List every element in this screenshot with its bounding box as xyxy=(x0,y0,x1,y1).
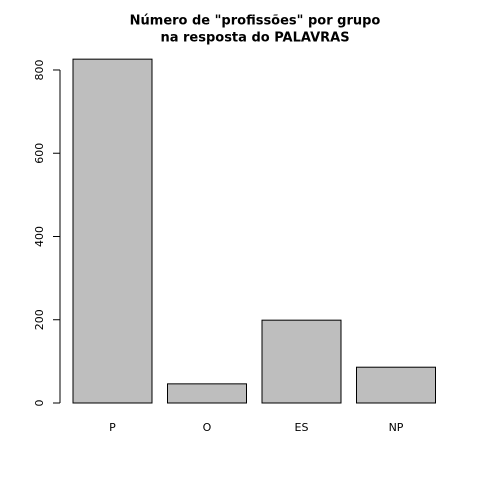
x-tick-label: P xyxy=(109,421,116,434)
chart-title: Número de "profissões" por grupo xyxy=(130,14,381,29)
x-tick-label: ES xyxy=(295,421,309,434)
y-tick-label: 800 xyxy=(33,59,46,80)
chart-title: na resposta do PALAVRAS xyxy=(160,31,349,46)
x-tick-label: O xyxy=(203,421,212,434)
y-tick-label: 600 xyxy=(33,143,46,164)
y-tick-label: 400 xyxy=(33,226,46,247)
y-tick-label: 0 xyxy=(33,400,46,407)
bar xyxy=(261,319,342,404)
x-tick-label: NP xyxy=(389,421,404,434)
bar xyxy=(167,383,247,404)
y-tick-label: 200 xyxy=(33,309,46,330)
bar xyxy=(72,58,153,404)
bar xyxy=(356,366,436,404)
